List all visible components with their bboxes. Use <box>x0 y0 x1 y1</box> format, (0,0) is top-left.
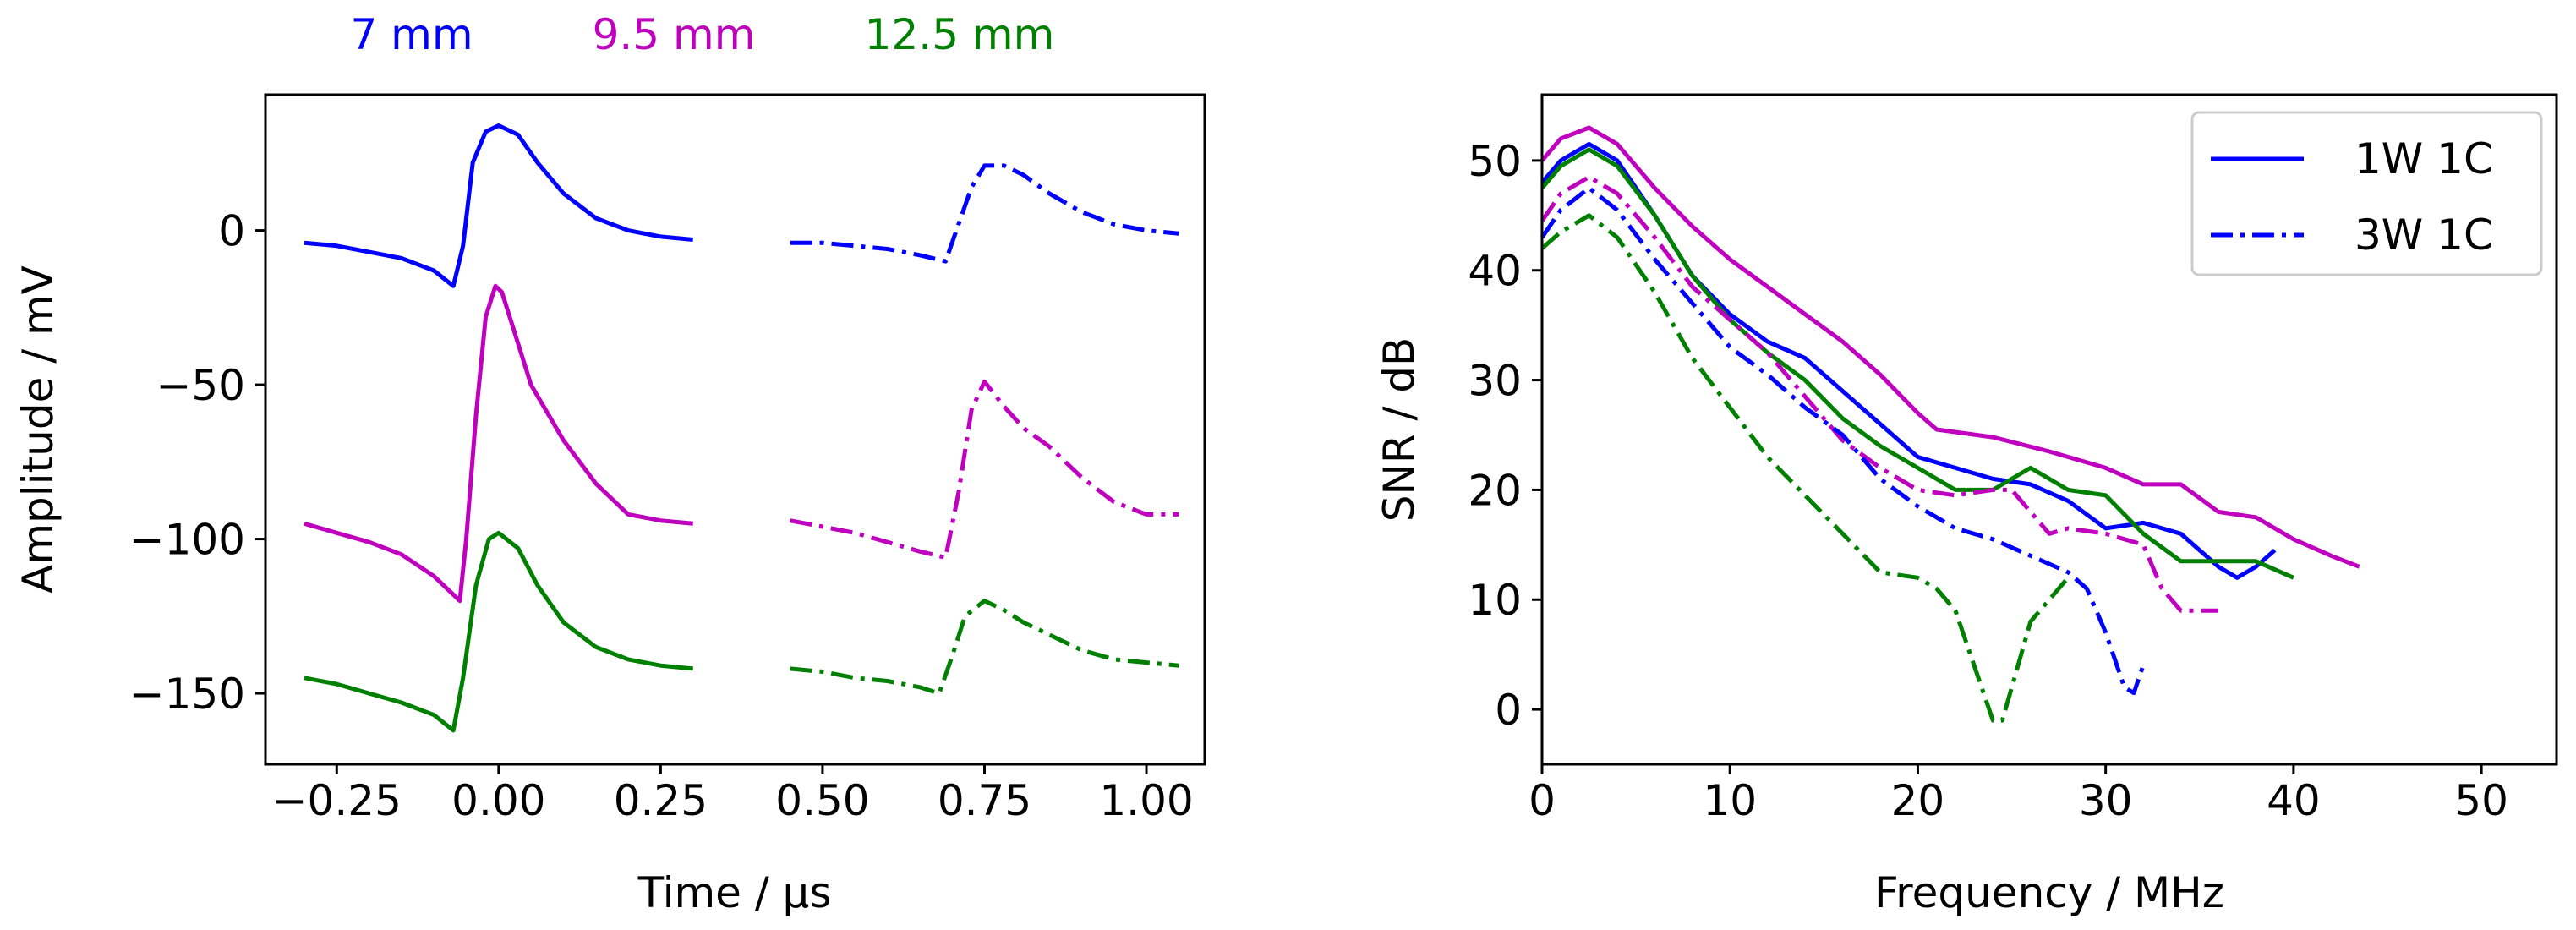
header-label-12.5mm: 12.5 mm <box>865 10 1055 59</box>
legend-label-3w1c: 3W 1C <box>2354 211 2493 260</box>
waveform-series-line-0 <box>304 123 693 288</box>
snr-panel: 0 10 20 30 40 50 0 10 20 30 40 50 1W 1C 3W 1C Frequ… <box>1375 93 2558 917</box>
snr-plot-frame <box>1540 93 2558 766</box>
waveform-series-group <box>304 123 1179 733</box>
waveform-series-line-2 <box>304 283 693 604</box>
waveform-plot-frame <box>264 93 1206 766</box>
waveform-ticks-group: −0.25 0.00 0.25 0.50 0.75 1.00 0 −50 −100 −150 <box>129 207 1194 825</box>
snr-y-tick-label-4: 40 <box>1468 247 1522 296</box>
waveform-x-tick-label-0: −0.25 <box>272 776 402 825</box>
snr-series-line-0 <box>1540 125 2360 569</box>
legend-box <box>2190 111 2543 276</box>
snr-series-line-5 <box>1540 213 2070 723</box>
waveform-series-line-1 <box>790 163 1179 264</box>
snr-x-tick-label-1: 10 <box>1703 776 1757 825</box>
snr-y-tick-label-0: 0 <box>1495 686 1522 735</box>
snr-ticks-group: 0 10 20 30 40 50 0 10 20 30 40 50 <box>1468 137 2508 825</box>
header-label-7mm: 7 mm <box>350 10 473 59</box>
legend-label-1w1c: 1W 1C <box>2354 134 2493 183</box>
snr-x-tick-label-5: 50 <box>2454 776 2508 825</box>
snr-series-group <box>1540 125 2360 723</box>
snr-x-tick-label-2: 20 <box>1891 776 1945 825</box>
waveform-x-tick-label-3: 0.50 <box>775 776 869 825</box>
waveform-y-axis-label: Amplitude / mV <box>14 265 63 594</box>
snr-y-tick-label-2: 20 <box>1468 466 1522 515</box>
snr-x-tick-label-4: 40 <box>2267 776 2321 825</box>
snr-y-tick-label-3: 30 <box>1468 357 1522 406</box>
snr-series-line-4 <box>1540 185 2146 696</box>
waveform-x-tick-label-5: 1.00 <box>1099 776 1193 825</box>
waveform-x-tick-label-1: 0.00 <box>451 776 545 825</box>
waveform-series-line-5 <box>790 599 1179 696</box>
header-label-9.5mm: 9.5 mm <box>593 10 756 59</box>
snr-y-axis-label: SNR / dB <box>1375 337 1424 522</box>
waveform-series-line-3 <box>790 379 1179 560</box>
waveform-y-tick-label-2: −100 <box>129 516 245 565</box>
waveform-y-tick-label-1: −50 <box>156 361 245 410</box>
snr-x-tick-label-0: 0 <box>1529 776 1556 825</box>
legend: 1W 1C 3W 1C <box>2190 111 2543 276</box>
waveform-y-tick-label-3: −150 <box>129 670 245 719</box>
snr-series-line-2 <box>1540 147 2294 580</box>
snr-y-tick-label-1: 10 <box>1468 576 1522 625</box>
snr-x-axis-label: Frequency / MHz <box>1874 868 2224 917</box>
waveform-panel: 7 mm 9.5 mm 12.5 mm −0.25 0.00 0.25 0.50 0.7… <box>14 10 1206 917</box>
snr-x-tick-label-3: 30 <box>2079 776 2133 825</box>
waveform-x-tick-label-4: 0.75 <box>938 776 1031 825</box>
snr-series-line-3 <box>1540 174 2218 613</box>
waveform-x-tick-label-2: 0.25 <box>614 776 708 825</box>
waveform-series-line-4 <box>304 530 693 733</box>
waveform-y-tick-label-0: 0 <box>218 207 245 256</box>
snr-y-tick-label-5: 50 <box>1468 137 1522 186</box>
waveform-x-axis-label: Time / µs <box>637 868 832 917</box>
